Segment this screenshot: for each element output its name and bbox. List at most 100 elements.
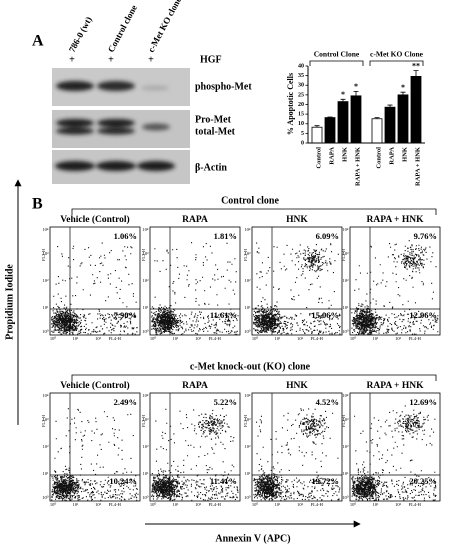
plot-y-tick: 10³ xyxy=(43,251,50,256)
plot-y-axis: FL2-H xyxy=(141,248,146,261)
quadrant-percent: 1.06% xyxy=(114,231,137,241)
y-tick-label: 20 xyxy=(298,102,304,108)
x-tick-label: HNK xyxy=(401,147,408,162)
plot-x-tick: 10² xyxy=(395,502,402,507)
plot-y-tick: 10¹ xyxy=(43,471,50,476)
flow-panels: Control clone Vehicle (Control) 1.06% 7.90%… xyxy=(41,195,441,507)
plot-y-tick: 10⁴ xyxy=(244,393,251,398)
plot-x-axis: FL4-H xyxy=(409,336,422,341)
band-label: Pro-Met xyxy=(195,114,232,125)
row-bracket xyxy=(71,374,437,381)
y-axis-label: Propidium Iodide xyxy=(4,264,15,340)
panel-label: B xyxy=(32,196,43,213)
significance: * xyxy=(341,90,345,99)
plot-x-tick: 10² xyxy=(95,336,102,341)
bands xyxy=(55,81,175,171)
quadrant-percent: 11.41% xyxy=(210,476,237,486)
x-tick-label: Control xyxy=(315,147,322,169)
plot-x-axis: FL4-H xyxy=(409,502,422,507)
band-label: β-Actin xyxy=(195,162,227,173)
y-tick-label: 35 xyxy=(298,73,304,79)
event-dots xyxy=(151,408,239,501)
plot-x-tick: 10⁰ xyxy=(150,336,157,341)
plot-x-tick: 10⁰ xyxy=(252,336,259,341)
plot-y-tick: 10² xyxy=(43,278,50,283)
significance: ** xyxy=(412,61,420,70)
plot-title: Vehicle (Control) xyxy=(60,380,129,391)
plot-y-tick: 10³ xyxy=(343,251,350,256)
row-title: Control clone xyxy=(221,195,279,206)
y-axis-label: % Apoptotic Cells xyxy=(286,73,295,135)
blot xyxy=(52,68,190,184)
treatment-label: HGF xyxy=(200,54,222,65)
plot-y-tick: 10⁴ xyxy=(42,227,49,232)
treatment-mark: + xyxy=(69,54,75,65)
plot-x-tick: 10¹ xyxy=(373,336,380,341)
treatment-mark: + xyxy=(108,54,114,65)
plot-x-tick: 10¹ xyxy=(73,502,80,507)
group-label: Control Clone xyxy=(314,50,360,59)
plot-x-axis: FL4-H xyxy=(109,502,122,507)
error-bar xyxy=(353,91,359,96)
quadrant-percent: 5.22% xyxy=(214,397,237,407)
plot-y-tick: 10¹ xyxy=(245,471,252,476)
plot-title: RAPA + HNK xyxy=(367,381,425,391)
x-tick-label: RAPA xyxy=(388,147,395,165)
quadrant-percent: 20.25% xyxy=(409,476,437,486)
row-title: c-Met knock-out (KO) clone xyxy=(190,361,311,372)
plot-title: RAPA xyxy=(182,215,208,225)
plot-y-tick: 10¹ xyxy=(343,305,350,310)
quadrant-percent: 15.06% xyxy=(311,310,339,320)
plot-x-axis: FL4-H xyxy=(209,502,222,507)
error-bar xyxy=(387,104,393,108)
quadrant-percent: 7.90% xyxy=(114,310,137,320)
plot-y-tick: 10⁰ xyxy=(244,495,251,500)
plot-x-tick: 10⁰ xyxy=(350,502,357,507)
treatment-mark: + xyxy=(148,54,154,65)
row-bracket xyxy=(71,208,437,215)
error-bar xyxy=(413,70,419,77)
plot-y-tick: 10² xyxy=(143,444,150,449)
plot-x-tick: 10¹ xyxy=(173,336,180,341)
error-bar xyxy=(374,117,380,119)
y-tick-label: 15 xyxy=(298,112,304,118)
x-tick-label: Control xyxy=(375,147,382,169)
x-tick-label: RAPA + HNK xyxy=(414,147,421,186)
plot-x-tick: 10¹ xyxy=(73,336,80,341)
plot-y-tick: 10² xyxy=(245,278,252,283)
quadrant-percent: 10.24% xyxy=(109,476,137,486)
plot-y-tick: 10² xyxy=(245,444,252,449)
error-bar xyxy=(314,125,320,128)
plot-y-tick: 10¹ xyxy=(343,471,350,476)
plot-x-tick: 10⁰ xyxy=(50,502,57,507)
error-bar xyxy=(400,91,406,95)
plot-x-tick: 10⁰ xyxy=(350,336,357,341)
plot-y-tick: 10⁰ xyxy=(342,495,349,500)
lane-label: c-Met KO clone xyxy=(146,0,183,54)
band-label: phospho-Met xyxy=(195,81,252,92)
y-tick-label: 25 xyxy=(298,92,304,98)
event-dots xyxy=(351,405,437,502)
plot-y-tick: 10³ xyxy=(245,417,252,422)
plot-x-tick: 10² xyxy=(395,336,402,341)
plot-x-tick: 10² xyxy=(195,502,202,507)
event-dots xyxy=(51,242,138,336)
plot-x-tick: 10¹ xyxy=(275,336,282,341)
plot-y-tick: 10⁰ xyxy=(142,329,149,334)
lane-label: 786-0 (wt) xyxy=(67,15,94,54)
plot-y-tick: 10⁴ xyxy=(42,393,49,398)
group-bracket xyxy=(369,60,424,66)
plot-x-tick: 10¹ xyxy=(275,502,282,507)
plot-frame xyxy=(349,392,441,502)
error-bar xyxy=(327,116,333,118)
error-bar xyxy=(340,98,346,102)
plot-y-tick: 10² xyxy=(343,444,350,449)
y-tick-label: 10 xyxy=(298,121,304,127)
quadrant-percent: 2.49% xyxy=(114,397,137,407)
plot-title: HNK xyxy=(286,381,308,391)
x-tick-label: HNK xyxy=(341,147,348,162)
plot-y-tick: 10⁴ xyxy=(142,227,149,232)
plot-x-tick: 10¹ xyxy=(373,502,380,507)
